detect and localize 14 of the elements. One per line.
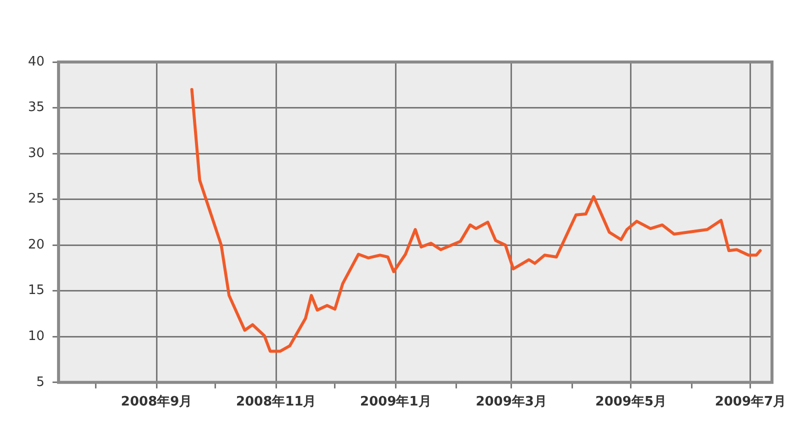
- x-tick-label: 2009年7月: [714, 394, 786, 410]
- y-tick-label: 40: [28, 54, 45, 70]
- x-tick-label: 2009年1月: [360, 394, 432, 410]
- y-tick-label: 25: [28, 192, 45, 207]
- x-tick-label: 2009年3月: [476, 394, 547, 410]
- x-tick-label: 2008年11月: [236, 394, 316, 410]
- y-tick-label: 15: [28, 283, 45, 298]
- x-tick-label: 2008年9月: [120, 394, 192, 410]
- y-tick-label: 20: [28, 237, 45, 252]
- y-tick-label: 10: [28, 329, 45, 344]
- x-tick-label: 2009年5月: [595, 394, 666, 410]
- y-tick-label: 35: [28, 100, 45, 116]
- y-tick-label: 30: [28, 146, 45, 161]
- y-tick-label: 5: [36, 374, 45, 390]
